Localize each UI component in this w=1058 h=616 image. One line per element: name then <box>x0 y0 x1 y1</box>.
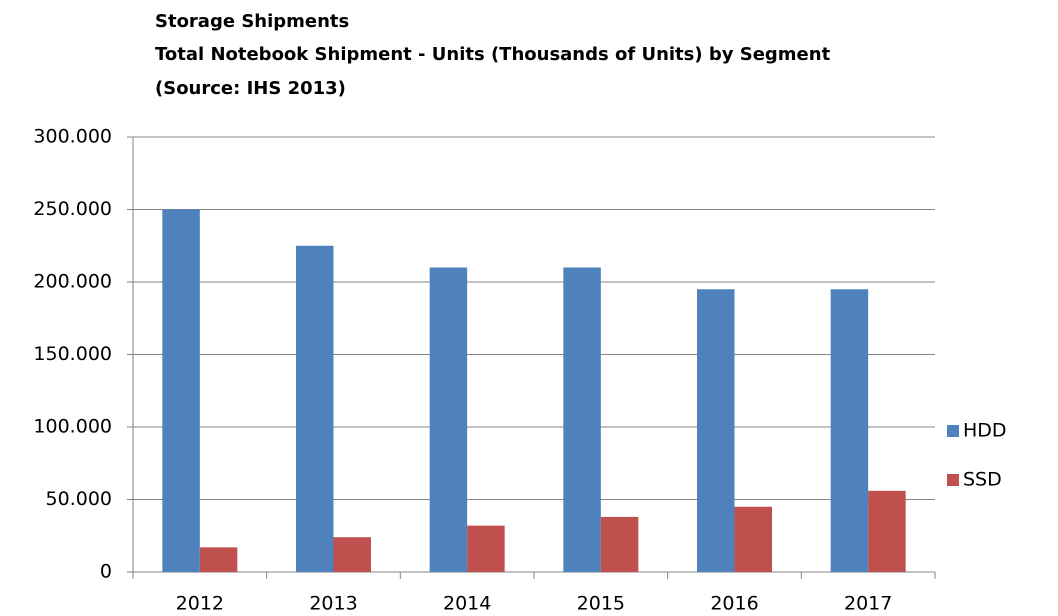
y-tick-label: 0 <box>100 561 112 583</box>
legend-label: HDD <box>963 420 1007 442</box>
bar <box>429 267 468 572</box>
bar <box>600 516 639 572</box>
y-tick-label: 200.000 <box>33 271 112 293</box>
legend-swatch <box>947 425 959 437</box>
x-tick-label: 2014 <box>443 593 491 615</box>
chart-title: Storage Shipments <box>155 11 349 32</box>
x-tick-label: 2017 <box>844 593 892 615</box>
bar <box>333 537 371 572</box>
legend-label: SSD <box>963 469 1002 491</box>
x-tick-label: 2012 <box>176 593 224 615</box>
bar <box>467 525 505 572</box>
x-tick-label: 2015 <box>577 593 625 615</box>
x-tick-label: 2016 <box>710 593 758 615</box>
chart-source: (Source: IHS 2013) <box>155 78 346 99</box>
legend-swatch <box>947 474 959 486</box>
bar <box>296 245 334 572</box>
y-tick-label: 300.000 <box>33 126 112 148</box>
y-tick-label: 50.000 <box>46 488 112 510</box>
y-tick-label: 100.000 <box>33 416 112 438</box>
bar <box>868 490 906 572</box>
y-tick-label: 150.000 <box>33 343 112 365</box>
bar <box>199 547 238 572</box>
bar <box>697 289 735 572</box>
bar <box>563 267 601 572</box>
y-tick-label: 250.000 <box>33 198 112 220</box>
bar <box>734 506 772 572</box>
bar <box>162 209 200 572</box>
bar <box>830 289 869 572</box>
chart-subtitle: Total Notebook Shipment - Units (Thousan… <box>155 44 831 65</box>
x-tick-label: 2013 <box>309 593 357 615</box>
